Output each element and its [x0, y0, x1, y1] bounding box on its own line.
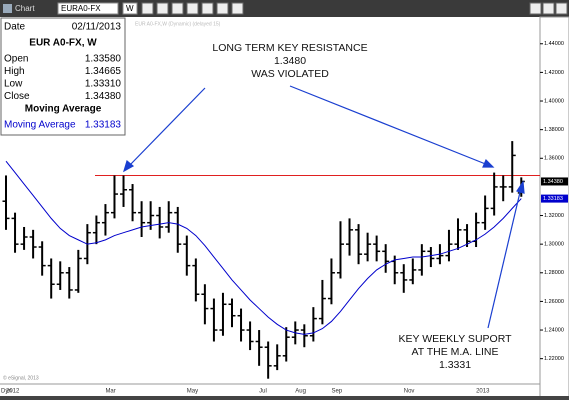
arrow — [289, 85, 489, 166]
y-tick-label: 1.30000 — [544, 242, 564, 248]
info-study-title: Moving Average — [25, 104, 102, 115]
minimize-button[interactable] — [529, 2, 542, 15]
copyright: © eSignal, 2013 — [3, 374, 39, 381]
x-tick-label: Sep — [331, 389, 342, 395]
tool-button[interactable] — [186, 2, 199, 15]
annotation: LONG TERM KEY RESISTANCE — [212, 42, 367, 54]
x-tick-label: 2013 — [476, 389, 490, 395]
tool-button[interactable] — [171, 2, 184, 15]
y-tick-label: 1.38000 — [544, 127, 564, 133]
annotation-arrows — [123, 85, 525, 329]
watermark: EUR A0-FX,W (Dynamic) (delayed 15) — [135, 21, 221, 27]
x-tick-label: May — [187, 389, 198, 395]
symbol-input[interactable] — [57, 2, 119, 15]
app-icon — [3, 4, 12, 13]
arrowhead — [123, 159, 135, 173]
tool-button[interactable] — [201, 2, 214, 15]
annotation: 1.3480 — [274, 55, 306, 67]
interval-text: W — [126, 4, 134, 13]
maximize-button[interactable] — [542, 2, 555, 15]
annotation: 1.3331 — [439, 359, 471, 371]
x-tick-label: 2012 — [6, 389, 20, 395]
price-tag-label: 1.33183 — [543, 196, 563, 202]
price-tag — [541, 177, 568, 186]
symbol-text: EURA0-FX — [61, 4, 101, 13]
info-value: 1.34380 — [85, 91, 122, 102]
price-axis — [539, 16, 569, 398]
y-tick-label: 1.28000 — [544, 270, 564, 276]
info-value: 1.34665 — [85, 66, 122, 77]
info-label: Close — [4, 91, 30, 102]
arrowhead — [482, 158, 495, 168]
y-tick-label: 1.24000 — [544, 327, 564, 333]
interval-input[interactable] — [122, 2, 138, 15]
x-tick-label: Nov — [404, 389, 415, 395]
price-tag-label: 1.34380 — [543, 179, 563, 185]
info-value: 02/11/2013 — [72, 22, 122, 33]
toolbar-buttons — [141, 2, 568, 15]
x-tick-label: Jul — [259, 389, 267, 395]
arrow — [487, 187, 522, 329]
close-button[interactable] — [555, 2, 568, 15]
tool-button[interactable] — [231, 2, 244, 15]
y-tick-label: 1.22000 — [544, 356, 564, 362]
tool-button[interactable] — [216, 2, 229, 15]
status-bar — [0, 396, 569, 400]
y-tick-label: 1.44000 — [544, 41, 564, 47]
tool-button[interactable] — [141, 2, 154, 15]
info-study-label: Moving Average — [4, 120, 76, 131]
y-tick-label: 1.32000 — [544, 213, 564, 219]
window-title: Chart — [15, 4, 35, 13]
info-panel — [0, 17, 126, 136]
annotation: WAS VIOLATED — [251, 68, 329, 80]
x-tick-label: Aug — [295, 389, 306, 395]
info-value: 1.33310 — [85, 79, 122, 90]
info-symbol: EUR A0-FX, W — [29, 38, 97, 49]
arrow — [127, 87, 206, 168]
info-value: 1.33580 — [85, 54, 122, 65]
y-tick-label: 1.42000 — [544, 70, 564, 76]
info-label: High — [4, 66, 25, 77]
price-tag — [541, 194, 568, 203]
info-label: Date — [4, 22, 26, 33]
y-tick-label: 1.36000 — [544, 156, 564, 162]
info-label: Open — [4, 54, 28, 65]
y-tick-label: 1.40000 — [544, 98, 564, 104]
info-study-value: 1.33183 — [85, 120, 122, 131]
tool-button[interactable] — [156, 2, 169, 15]
moving-average-line — [5, 160, 522, 335]
annotation: AT THE M.A. LINE — [412, 346, 499, 358]
status-text: Dyn — [1, 389, 12, 395]
x-tick-label: Mar — [105, 389, 115, 395]
annotation: KEY WEEKLY SUPORT — [398, 333, 512, 345]
arrowhead — [516, 180, 525, 194]
y-tick-label: 1.26000 — [544, 299, 564, 305]
info-label: Low — [4, 79, 23, 90]
